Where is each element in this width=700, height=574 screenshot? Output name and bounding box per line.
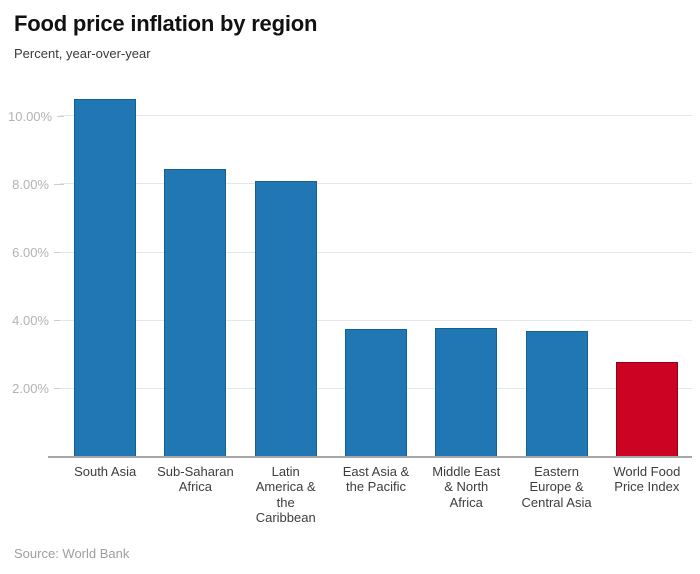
bar-eastern-europe-central-asia [525, 330, 588, 457]
y-tick-8: 8.00% [8, 176, 64, 192]
y-tick-mark [54, 252, 64, 254]
y-tick-label: 2.00% [12, 381, 49, 397]
x-tick-label-sub-saharan-africa: Sub-Saharan Africa [157, 464, 234, 495]
bar-middle-east-north-africa [435, 327, 498, 457]
chart-title: Food price inflation by region [14, 11, 318, 36]
bar-world-food-price-index [615, 361, 678, 457]
source-note: Source: World Bank [14, 546, 130, 561]
y-tick-label: 4.00% [12, 313, 49, 329]
bar-latin-america-the-caribbean [254, 181, 317, 457]
x-tick-label-eastern-europe-central-asia: Eastern Europe & Central Asia [521, 464, 592, 510]
y-tick-6: 6.00% [8, 245, 64, 261]
bar-column-sub-saharan-africa [150, 169, 240, 457]
y-axis: 2.00% 4.00% 6.00% 8.00% 10.00% [8, 89, 64, 457]
bar-column-east-asia-the-pacific [331, 329, 421, 457]
y-tick-4: 4.00% [8, 313, 64, 329]
x-tick-label-middle-east-north-africa: Middle East & North Africa [432, 464, 501, 510]
y-tick-mark [54, 388, 64, 390]
bar-south-asia [74, 99, 137, 457]
chart-subtitle: Percent, year-over-year [14, 46, 151, 61]
y-tick-label: 8.00% [12, 176, 49, 192]
bar-column-latin-america-the-caribbean [241, 181, 331, 457]
bar-sub-saharan-africa [164, 169, 227, 457]
x-tick-label-world-food-price-index: World Food Price Index [613, 464, 681, 495]
bars-container [60, 89, 692, 457]
gridline-10 [60, 115, 692, 117]
x-tick-label-east-asia-the-pacific: East Asia & the Pacific [342, 464, 410, 495]
plot-row: 2.00% 4.00% 6.00% 8.00% 10.00% [8, 89, 692, 458]
bar-chart: 2.00% 4.00% 6.00% 8.00% 10.00% South Asia Sub… [8, 89, 692, 526]
x-axis-line [48, 456, 692, 458]
y-tick-mark [57, 115, 64, 117]
bar-column-south-asia [60, 99, 150, 457]
bar-column-eastern-europe-central-asia [511, 330, 601, 457]
bar-column-world-food-price-index [602, 361, 692, 457]
gridline-4 [60, 319, 692, 321]
y-tick-label: 10.00% [8, 108, 53, 124]
x-tick-label-south-asia: South Asia [74, 464, 137, 479]
y-tick-label: 6.00% [12, 245, 49, 261]
bar-column-middle-east-north-africa [421, 327, 511, 457]
y-tick-mark [54, 183, 64, 185]
y-tick-10: 10.00% [8, 108, 64, 124]
y-tick-mark [54, 320, 64, 322]
x-tick-label-latin-america-the-caribbean: Latin America & the Caribbean [255, 464, 316, 525]
y-tick-2: 2.00% [8, 381, 64, 397]
bar-east-asia-the-pacific [344, 329, 407, 457]
gridline-8 [60, 183, 692, 185]
x-axis: South Asia Sub-Saharan Africa Latin Americ… [60, 457, 692, 526]
gridline-6 [60, 251, 692, 253]
plot-area [48, 89, 692, 458]
